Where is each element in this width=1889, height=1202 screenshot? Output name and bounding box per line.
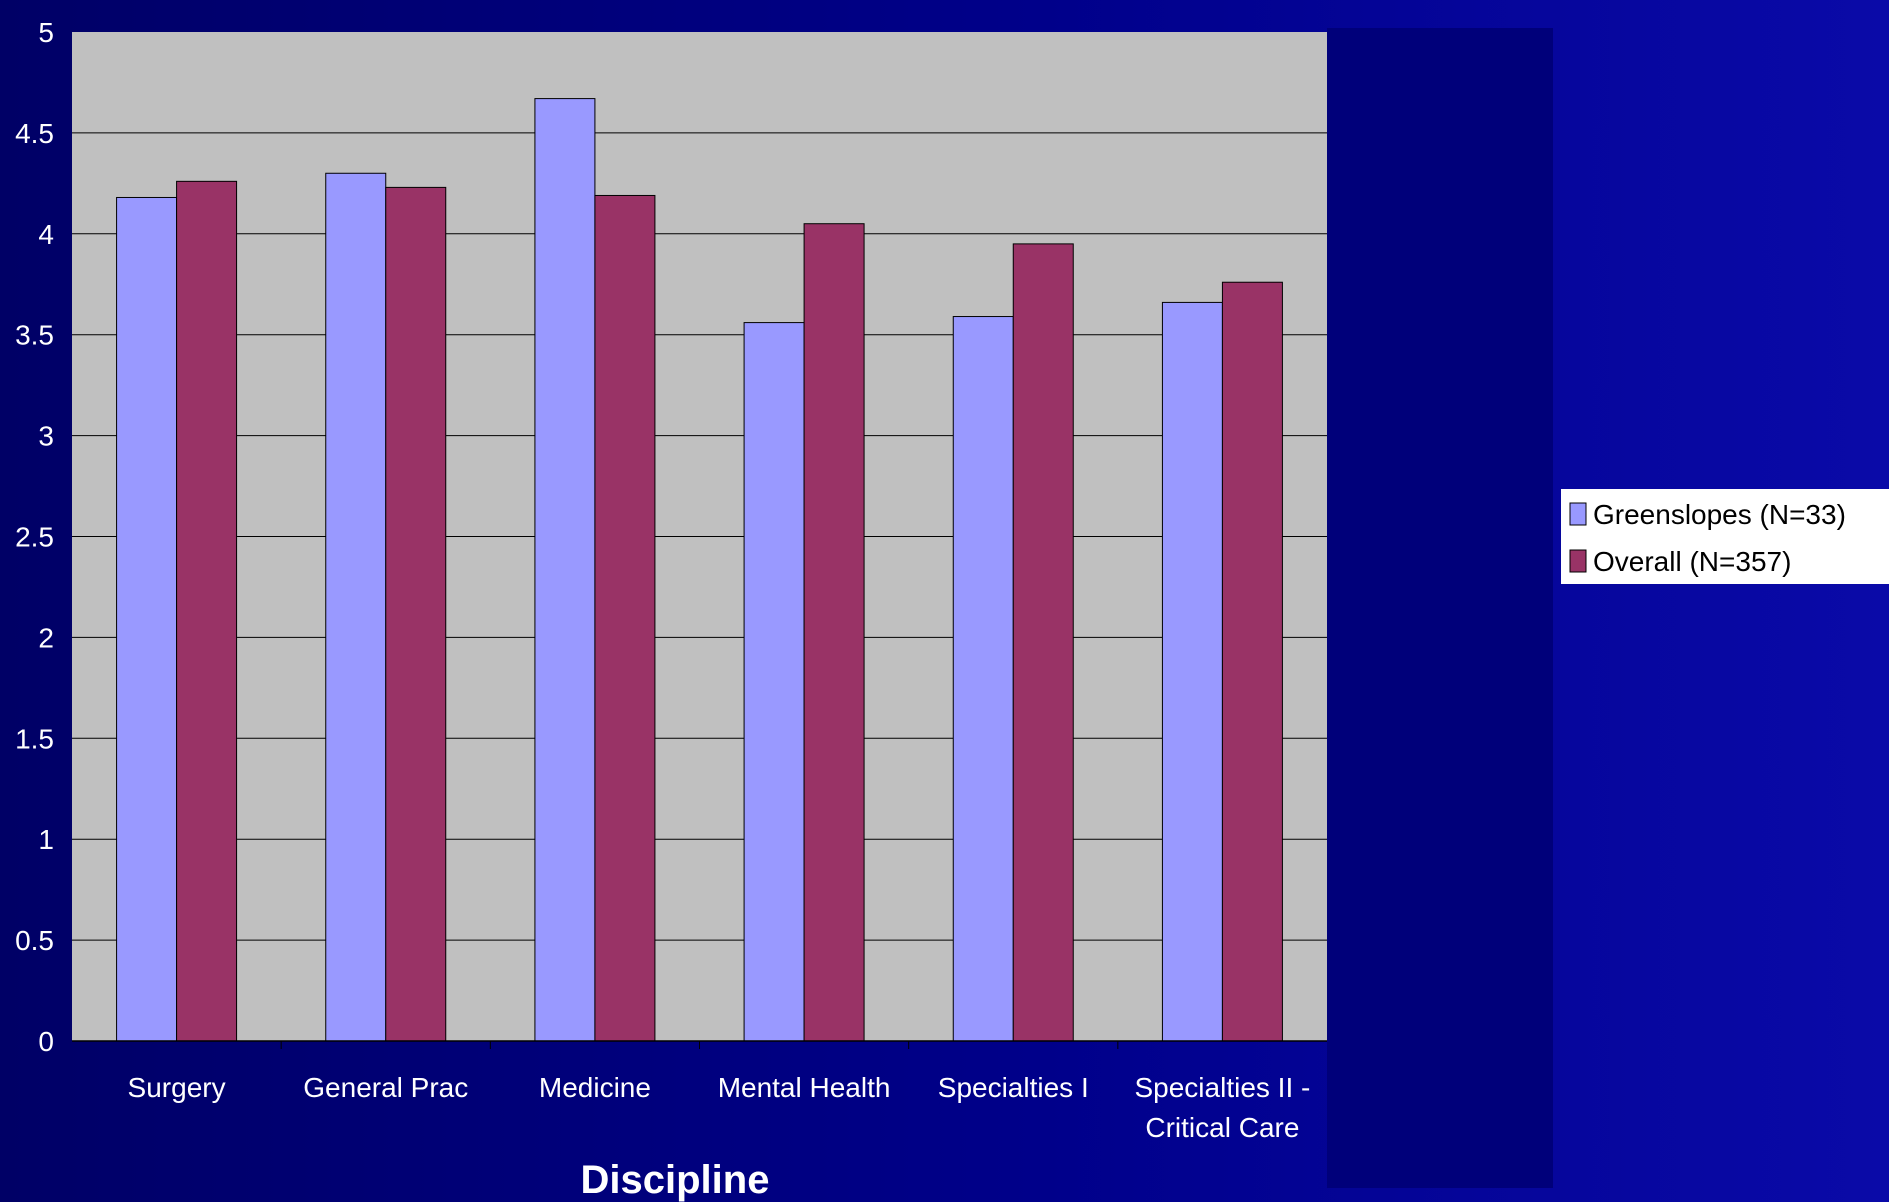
legend: Greenslopes (N=33) Overall (N=357) [1561, 489, 1889, 584]
bar-greenslopes [534, 98, 596, 1042]
x-category-label: Specialties II -Critical Care [1134, 1072, 1310, 1143]
y-tick-label: 2.5 [15, 522, 54, 553]
x-axis-labels: Surgery General Prac Medicine Mental Health… [128, 1072, 1311, 1143]
y-tick-label: 0.5 [15, 925, 54, 956]
bar-greenslopes [743, 322, 805, 1042]
y-tick-label: 0 [38, 1026, 54, 1057]
bar-overall [594, 194, 656, 1042]
bar-greenslopes [1161, 301, 1223, 1042]
x-category-label: Specialties I [938, 1072, 1089, 1103]
y-tick-label: 5 [38, 17, 54, 48]
bar-overall [1221, 281, 1283, 1042]
x-category-label: General Prac [303, 1072, 468, 1103]
x-category-label: Mental Health [718, 1072, 891, 1103]
y-tick-label: 1 [38, 824, 54, 855]
x-category-label: Surgery [128, 1072, 226, 1103]
y-tick-label: 2 [38, 622, 54, 653]
bar-overall [176, 180, 238, 1042]
y-axis-ticks: 0 0.5 1 1.5 2 2.5 3 3.5 4 4.5 5 [15, 17, 54, 1057]
bar-greenslopes [952, 316, 1014, 1042]
y-tick-label: 3 [38, 421, 54, 452]
y-tick-label: 3.5 [15, 320, 54, 351]
x-axis-title: Discipline [581, 1158, 770, 1202]
legend-box [1561, 489, 1889, 584]
bar-greenslopes [116, 196, 178, 1042]
bar-greenslopes [325, 172, 387, 1042]
bar-overall [385, 186, 447, 1042]
x-category-label: Medicine [539, 1072, 651, 1103]
gridlines [72, 132, 1327, 941]
bar-overall [803, 223, 865, 1042]
legend-swatch [1569, 502, 1587, 526]
y-tick-label: 1.5 [15, 723, 54, 754]
y-tick-label: 4 [38, 219, 54, 250]
bar-overall [1012, 243, 1074, 1042]
legend-label: Greenslopes (N=33) [1593, 499, 1846, 530]
side-panel [1327, 28, 1553, 1188]
bars [116, 98, 1283, 1049]
legend-swatch [1569, 549, 1587, 573]
y-tick-label: 4.5 [15, 118, 54, 149]
legend-label: Overall (N=357) [1593, 546, 1791, 577]
